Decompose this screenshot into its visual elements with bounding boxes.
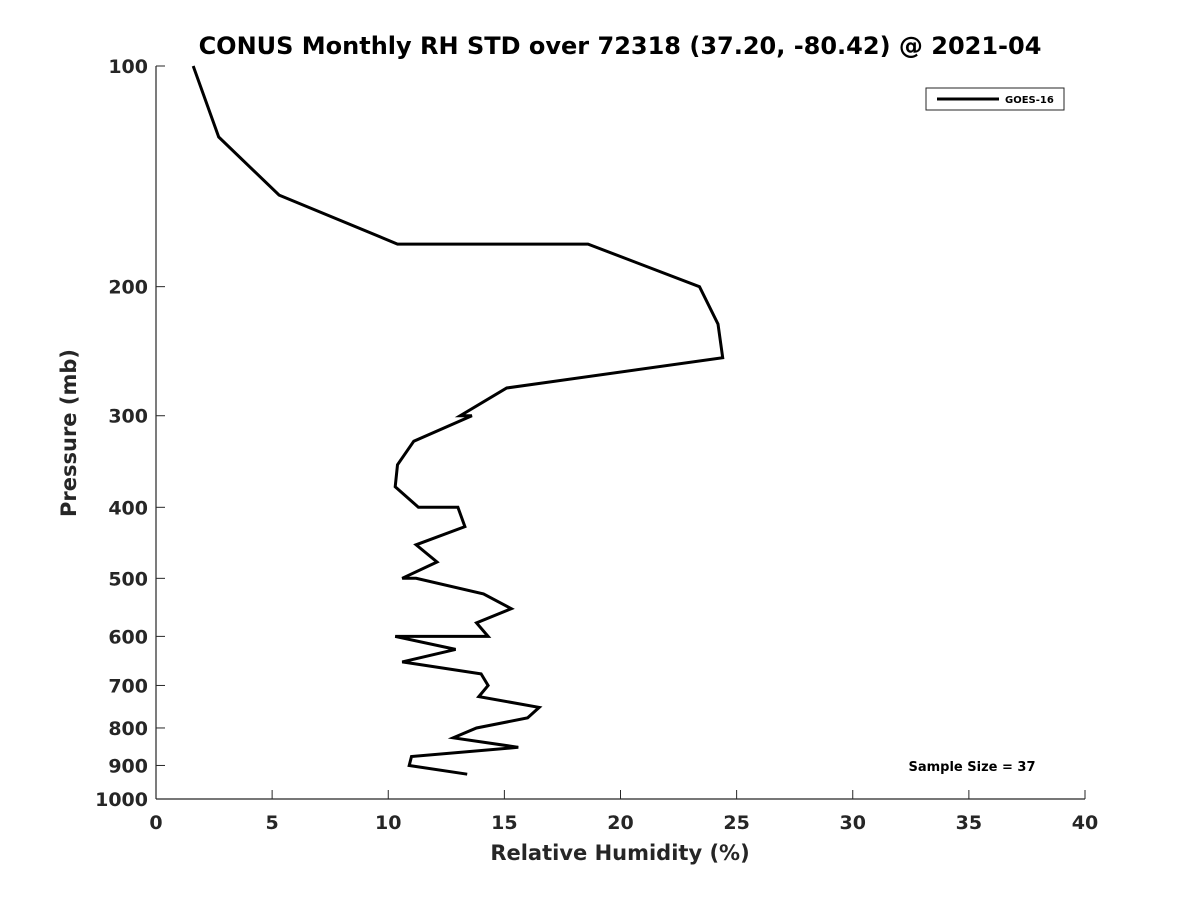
y-tick-label: 1000 xyxy=(95,789,148,811)
series-group xyxy=(191,65,725,776)
x-axis-label: Relative Humidity (%) xyxy=(490,841,749,865)
y-axis-ticks: 100 200 300 400 500 600 700 800 900 1000 xyxy=(95,56,165,811)
x-tick-label: 30 xyxy=(840,812,866,834)
y-tick-label: 900 xyxy=(108,755,148,777)
y-tick-label: 400 xyxy=(108,497,148,519)
x-tick-label: 5 xyxy=(266,812,279,834)
y-tick-label: 300 xyxy=(108,406,148,428)
y-axis-label: Pressure (mb) xyxy=(57,349,81,517)
y-tick-label: 500 xyxy=(108,568,148,590)
y-tick-label: 100 xyxy=(108,56,148,78)
x-tick-label: 10 xyxy=(375,812,401,834)
chart-title: CONUS Monthly RH STD over 72318 (37.20, … xyxy=(199,32,1042,60)
x-tick-label: 35 xyxy=(956,812,982,834)
y-tick-label: 200 xyxy=(108,277,148,299)
x-axis-ticks: 0 5 10 15 20 25 30 35 40 xyxy=(149,790,1098,834)
legend: GOES-16 xyxy=(925,87,1065,111)
x-tick-label: 25 xyxy=(723,812,749,834)
plot-area xyxy=(156,66,1085,799)
x-tick-label: 0 xyxy=(149,812,162,834)
y-tick-label: 700 xyxy=(108,675,148,697)
legend-entry-goes-16: GOES-16 xyxy=(1005,95,1054,106)
x-tick-label: 40 xyxy=(1072,812,1098,834)
sample-size-annotation: Sample Size = 37 xyxy=(908,760,1035,775)
y-tick-label: 800 xyxy=(108,718,148,740)
y-tick-label: 600 xyxy=(108,626,148,648)
x-tick-label: 20 xyxy=(607,812,633,834)
x-tick-label: 15 xyxy=(491,812,517,834)
series-line-goes-16 xyxy=(191,65,725,776)
